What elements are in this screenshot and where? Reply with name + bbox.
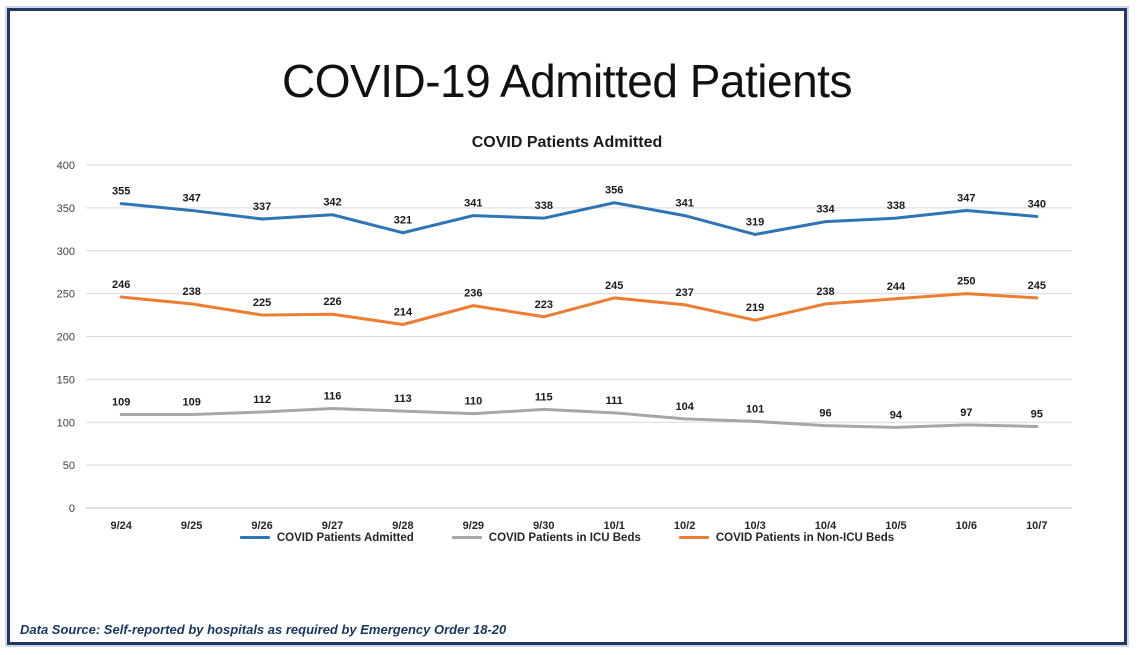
x-axis-label: 9/29 bbox=[463, 520, 484, 530]
data-label: 96 bbox=[819, 408, 831, 420]
legend-label: COVID Patients Admitted bbox=[276, 531, 414, 544]
data-label: 341 bbox=[464, 197, 482, 209]
data-label: 347 bbox=[957, 192, 975, 204]
data-label: 337 bbox=[253, 201, 271, 213]
x-axis-label: 9/28 bbox=[392, 520, 413, 530]
page-title: COVID-19 Admitted Patients bbox=[282, 55, 852, 107]
legend-label: COVID Patients in Non-ICU Beds bbox=[715, 531, 895, 544]
data-label: 238 bbox=[182, 286, 200, 298]
legend-item-1: COVID Patients in ICU Beds bbox=[451, 531, 641, 544]
data-label: 238 bbox=[816, 286, 834, 298]
x-axis-label: 9/24 bbox=[111, 520, 133, 530]
legend-line-swatch bbox=[451, 536, 482, 540]
data-label: 245 bbox=[1028, 280, 1046, 292]
data-label: 338 bbox=[535, 200, 553, 212]
chart-area: 0 50 100 150 200 250 300 350 400 9/24 9/25 9/26 9/27… bbox=[10, 158, 1124, 544]
x-axis-label: 10/3 bbox=[744, 520, 765, 530]
data-label: 97 bbox=[960, 407, 972, 419]
chart-title: COVID Patients Admitted bbox=[471, 133, 663, 151]
data-label: 104 bbox=[675, 401, 694, 413]
x-axis-label: 10/1 bbox=[604, 520, 625, 530]
data-label: 355 bbox=[112, 185, 130, 197]
x-axis-label: 9/27 bbox=[322, 520, 343, 530]
data-label: 342 bbox=[323, 197, 341, 209]
series-line-0 bbox=[119, 201, 1039, 236]
data-label: 246 bbox=[112, 279, 130, 291]
data-label: 340 bbox=[1028, 198, 1046, 210]
slide-frame: COVID-19 Admitted Patients COVID Patient… bbox=[7, 8, 1127, 645]
data-label: 219 bbox=[746, 302, 764, 314]
data-label: 111 bbox=[606, 395, 623, 407]
data-label: 334 bbox=[816, 203, 835, 215]
data-label: 214 bbox=[394, 306, 413, 318]
data-label: 356 bbox=[605, 185, 623, 197]
data-label: 109 bbox=[112, 396, 130, 408]
x-axis-label: 10/7 bbox=[1026, 520, 1047, 530]
y-axis-tick-label: 250 bbox=[57, 289, 75, 301]
data-label: 110 bbox=[464, 396, 482, 408]
y-axis-tick-label: 50 bbox=[63, 460, 75, 472]
chart-legend: COVID Patients Admitted COVID Patients in… bbox=[10, 532, 1124, 544]
data-label: 101 bbox=[746, 403, 764, 415]
y-axis-tick-label: 200 bbox=[57, 331, 75, 343]
data-label: 321 bbox=[394, 215, 412, 227]
y-axis-tick-label: 350 bbox=[57, 203, 75, 215]
y-axis-tick-label: 150 bbox=[57, 374, 75, 386]
legend-label: COVID Patients in ICU Beds bbox=[488, 531, 641, 544]
data-label: 319 bbox=[746, 216, 764, 228]
data-label: 245 bbox=[605, 280, 623, 292]
data-label: 95 bbox=[1031, 408, 1043, 420]
data-label: 225 bbox=[253, 297, 271, 309]
data-label: 338 bbox=[887, 200, 905, 212]
data-label: 250 bbox=[957, 276, 975, 288]
legend-item-0: COVID Patients Admitted bbox=[239, 531, 414, 544]
x-axis-label: 10/5 bbox=[885, 520, 906, 530]
x-axis-label: 9/26 bbox=[251, 520, 272, 530]
data-label: 341 bbox=[675, 197, 693, 209]
y-axis-tick-label: 300 bbox=[57, 246, 75, 258]
data-label: 109 bbox=[182, 396, 200, 408]
legend-line-swatch bbox=[239, 536, 270, 540]
data-label: 244 bbox=[887, 281, 906, 293]
x-axis-label: 10/2 bbox=[674, 520, 695, 530]
x-axis-label: 10/4 bbox=[815, 520, 837, 530]
data-label: 115 bbox=[535, 391, 553, 403]
data-label: 347 bbox=[182, 192, 200, 204]
data-label: 223 bbox=[535, 299, 553, 311]
y-axis-tick-label: 100 bbox=[57, 417, 75, 429]
x-axis-label: 10/6 bbox=[956, 520, 977, 530]
data-label: 94 bbox=[890, 409, 903, 421]
data-label: 226 bbox=[323, 296, 341, 308]
data-label: 236 bbox=[464, 288, 482, 300]
data-source-note: Data Source: Self-reported by hospitals … bbox=[20, 622, 507, 637]
legend-item-2: COVID Patients in Non-ICU Beds bbox=[678, 531, 895, 544]
series-line-2 bbox=[119, 292, 1039, 326]
y-axis-tick-label: 400 bbox=[57, 160, 75, 172]
x-axis-label: 9/25 bbox=[181, 520, 202, 530]
legend-line-swatch bbox=[678, 536, 709, 540]
data-label: 112 bbox=[253, 394, 271, 406]
y-axis-tick-label: 0 bbox=[69, 503, 75, 515]
chart-plot: 0 50 100 150 200 250 300 350 400 9/24 9/25 9/26 9/27… bbox=[57, 160, 1072, 530]
x-axis-label: 9/30 bbox=[533, 520, 554, 530]
data-label: 116 bbox=[324, 390, 342, 402]
data-label: 113 bbox=[394, 393, 412, 405]
series-line-1 bbox=[119, 406, 1039, 429]
data-label: 237 bbox=[675, 287, 693, 299]
